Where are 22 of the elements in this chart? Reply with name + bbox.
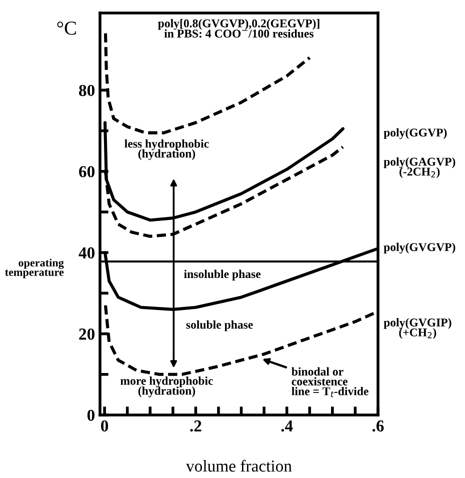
annotation: more hydrophobic (hydration) — [120, 376, 213, 398]
text: poly(GVGIP) (+CH$_{2}$) — [384, 318, 452, 339]
annotation: less hydrophobic (hydration) — [124, 139, 209, 160]
y-tick-label: 20 — [79, 328, 95, 340]
x-axis-title: volume fraction — [186, 460, 292, 472]
text: poly(GAGVP) (-2CH$_{2}$) — [384, 157, 456, 178]
x-tick-label: 0 — [101, 420, 108, 432]
ref-line-label: operating temperature — [5, 258, 64, 278]
y-tick-label: 0 — [87, 410, 95, 421]
x-tick-label: .6 — [372, 420, 384, 432]
annotation: soluble phase — [186, 320, 253, 332]
annotation: binodal or coexistence line = T$_{t}$-divide — [292, 367, 368, 398]
y-axis-title: °C — [57, 22, 76, 35]
text: poly(GVGVP) — [384, 242, 456, 254]
x-tick-label: .4 — [281, 420, 293, 432]
y-tick-label: 60 — [79, 166, 95, 178]
annotation: insoluble phase — [184, 270, 261, 280]
y-tick-label: 80 — [79, 84, 95, 96]
x-tick-label: .2 — [190, 420, 202, 432]
text: poly(GGVP) — [384, 128, 447, 139]
text: poly[0.8(GVGVP),0.2(GEGVP)] in PBS: 4 COO$^{−}$/100 residues — [158, 19, 320, 38]
y-tick-label: 40 — [78, 247, 95, 259]
